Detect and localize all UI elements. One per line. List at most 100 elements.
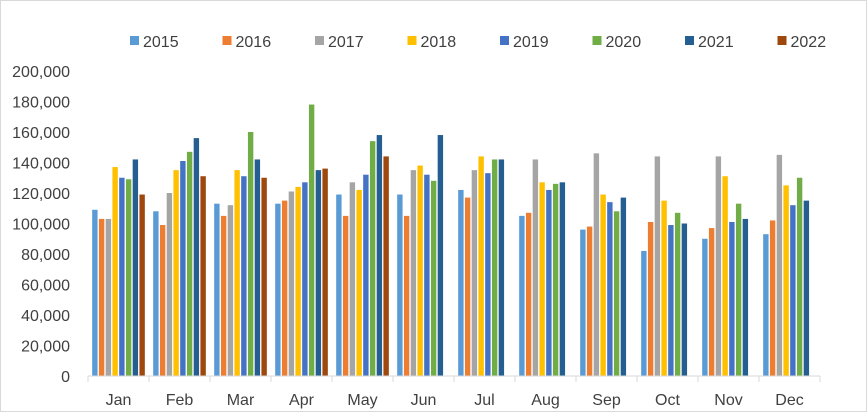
legend-label-2019: 2019	[513, 34, 549, 51]
bar-2017-jan	[105, 218, 112, 376]
legend-swatch-2016	[222, 36, 232, 45]
bar-2016-nov	[708, 228, 715, 376]
bar-2015-jul	[458, 189, 464, 376]
y-tick-label: 0	[61, 369, 70, 386]
y-axis: 0 20,000 40,000 60,000 80,000 100,000 120,000 1…	[12, 64, 70, 386]
bar-2015-nov	[702, 238, 708, 376]
bar-2020-dec	[796, 177, 803, 376]
bar-2020-may	[369, 141, 376, 376]
bar-2019-jul	[485, 173, 491, 376]
bar-2021-may	[376, 135, 383, 376]
bar-2015-may	[336, 194, 342, 376]
y-tick-label: 120,000	[12, 186, 70, 203]
bar-2016-oct	[647, 221, 654, 376]
bar-2018-aug	[539, 182, 545, 376]
y-tick-label: 60,000	[21, 278, 70, 295]
bar-2018-jun	[417, 165, 423, 376]
bar-2021-mar	[254, 159, 261, 376]
bar-2022-mar	[261, 177, 267, 376]
legend: 2015 2016 2017 2018 2019 2020 2021 2022	[130, 34, 826, 51]
bar-2018-sep	[600, 194, 606, 376]
bars	[92, 104, 810, 377]
bar-2021-jul	[498, 159, 505, 376]
y-tick-label: 40,000	[21, 308, 70, 325]
bar-2017-jun	[410, 170, 417, 377]
bar-2016-jul	[464, 197, 471, 376]
bar-2021-jun	[437, 135, 444, 376]
bar-2017-jul	[471, 170, 478, 377]
legend-swatch-2022	[777, 36, 787, 45]
bar-2020-jun	[430, 180, 437, 376]
bar-2020-feb	[186, 151, 193, 376]
bar-2020-mar	[247, 132, 254, 376]
bar-2021-sep	[620, 197, 627, 376]
bar-2019-mar	[241, 176, 247, 376]
bar-2019-apr	[302, 182, 308, 376]
bar-2017-sep	[593, 153, 600, 376]
bar-2020-nov	[735, 203, 742, 376]
x-axis: Jan Feb Mar Apr May Jun Jul Aug Sep Oct Nov Dec	[87, 375, 821, 409]
bar-2019-oct	[668, 225, 674, 376]
legend-label-2015: 2015	[143, 34, 179, 51]
bar-2022-apr	[322, 168, 328, 376]
bar-2019-nov	[729, 221, 735, 376]
legend-swatch-2021	[685, 36, 694, 45]
y-tick-label: 20,000	[21, 339, 70, 356]
bar-2020-sep	[613, 211, 620, 376]
bar-2022-may	[383, 156, 389, 376]
x-tick-label-jun: Jun	[411, 392, 437, 409]
bar-2016-mar	[220, 215, 227, 377]
bar-2016-may	[342, 215, 349, 377]
bar-2015-jun	[397, 194, 403, 376]
legend-label-2018: 2018	[421, 34, 457, 51]
x-tick-label-oct: Oct	[655, 392, 680, 409]
legend-label-2016: 2016	[236, 34, 272, 51]
y-tick-label: 160,000	[12, 125, 70, 142]
x-tick-label-mar: Mar	[227, 392, 255, 409]
bar-2015-jan	[92, 209, 98, 376]
bar-2021-nov	[742, 218, 749, 376]
bar-2018-oct	[661, 200, 667, 377]
bar-2021-dec	[803, 200, 810, 377]
bar-2018-dec	[783, 185, 789, 377]
x-tick-label-feb: Feb	[166, 392, 194, 409]
bar-2015-oct	[641, 250, 647, 376]
bar-2021-jan	[132, 159, 139, 376]
bar-2017-mar	[227, 205, 234, 376]
bar-2020-aug	[552, 183, 559, 376]
bar-2018-jan	[112, 167, 118, 376]
bar-2019-sep	[607, 202, 613, 376]
bar-2015-mar	[214, 203, 220, 376]
legend-label-2020: 2020	[606, 34, 642, 51]
y-tick-label: 200,000	[12, 64, 70, 81]
x-tick-label-aug: Aug	[531, 392, 559, 409]
x-tick-label-may: May	[347, 392, 377, 409]
bar-2017-aug	[532, 159, 539, 376]
bar-2016-dec	[769, 220, 776, 376]
legend-label-2021: 2021	[698, 34, 734, 51]
bar-2019-aug	[546, 189, 552, 376]
bar-2017-feb	[166, 193, 173, 376]
legend-swatch-2019	[500, 36, 509, 45]
bar-2022-feb	[200, 176, 206, 376]
bar-2016-apr	[281, 200, 288, 377]
bar-2018-mar	[234, 170, 240, 377]
x-tick-label-jan: Jan	[106, 392, 132, 409]
bar-2021-apr	[315, 170, 322, 377]
bar-2015-aug	[519, 215, 525, 377]
bar-2016-sep	[586, 226, 593, 376]
bar-2021-oct	[681, 223, 688, 376]
bar-2016-aug	[525, 212, 532, 376]
y-tick-label: 180,000	[12, 95, 70, 112]
legend-label-2022: 2022	[791, 34, 827, 51]
bar-2015-feb	[153, 211, 159, 376]
x-tick-label-nov: Nov	[714, 392, 742, 409]
bar-2018-apr	[295, 186, 301, 376]
legend-swatch-2018	[407, 36, 417, 45]
bar-2017-may	[349, 182, 356, 376]
bar-2019-jun	[424, 174, 430, 376]
legend-label-2017: 2017	[328, 34, 364, 51]
bar-2016-jan	[98, 218, 105, 376]
bar-2015-apr	[275, 203, 281, 376]
bar-2021-feb	[193, 138, 200, 376]
